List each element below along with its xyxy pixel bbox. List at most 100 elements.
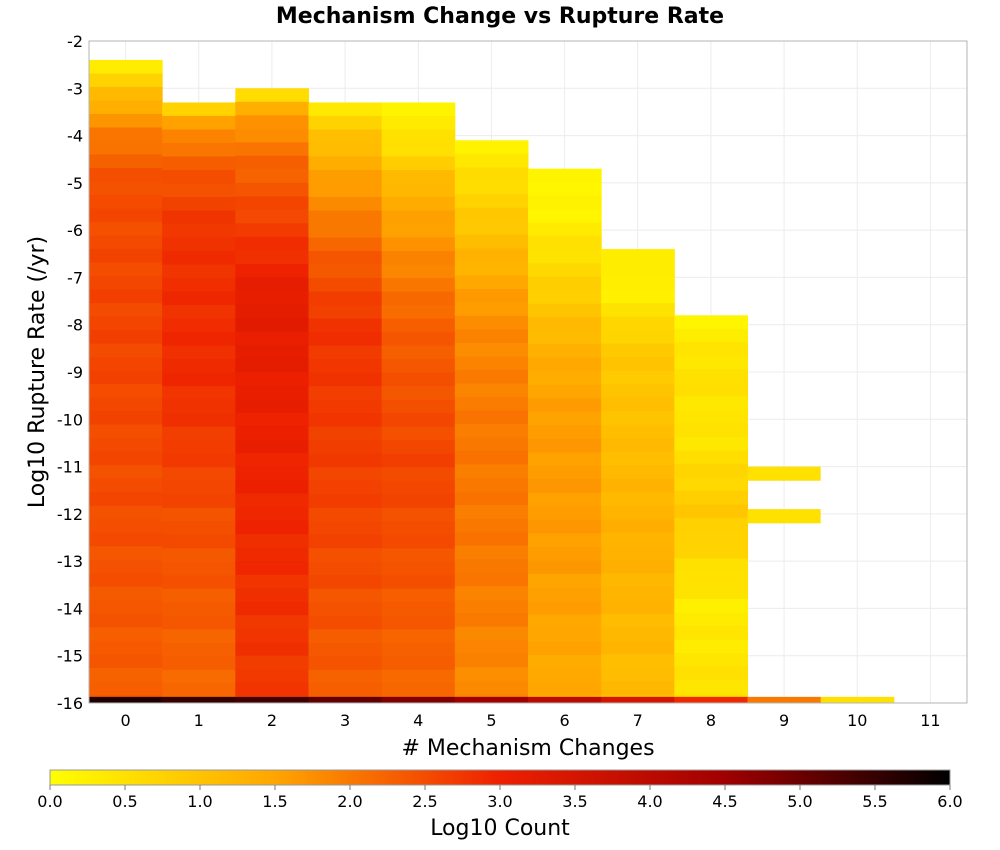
heatmap-cell bbox=[308, 210, 383, 225]
heatmap-cell bbox=[162, 602, 236, 617]
heatmap-cell bbox=[454, 180, 529, 195]
heatmap-cell bbox=[601, 343, 675, 358]
heatmap-cell bbox=[454, 491, 529, 506]
heatmap-cell bbox=[601, 451, 675, 466]
heatmap-floor-cell bbox=[454, 696, 529, 703]
heatmap-cell bbox=[308, 251, 383, 266]
heatmap-cell bbox=[235, 561, 309, 576]
y-axis-title: Log10 Rupture Rate (/yr) bbox=[25, 236, 50, 508]
heatmap-cell bbox=[235, 169, 309, 184]
heatmap-cell bbox=[162, 453, 236, 468]
heatmap-cell bbox=[454, 424, 529, 439]
heatmap-cell bbox=[235, 250, 309, 265]
heatmap-cell bbox=[454, 288, 529, 303]
heatmap-cell bbox=[89, 586, 163, 601]
heatmap-cell bbox=[454, 410, 529, 425]
heatmap-cell bbox=[747, 509, 821, 524]
heatmap-cell bbox=[162, 615, 236, 630]
heatmap-cell bbox=[381, 467, 456, 482]
colorbar-tick-label: 6.0 bbox=[937, 792, 962, 811]
heatmap-cell bbox=[162, 183, 236, 198]
heatmap-cell bbox=[162, 143, 236, 158]
heatmap-cell bbox=[528, 168, 602, 183]
heatmap-cell bbox=[235, 358, 309, 373]
heatmap-cell bbox=[601, 492, 675, 507]
heatmap-cell bbox=[89, 613, 163, 628]
heatmap-cell bbox=[235, 277, 309, 292]
heatmap-cell bbox=[89, 519, 163, 534]
heatmap-cell bbox=[528, 600, 602, 615]
heatmap-cell bbox=[381, 440, 456, 455]
heatmap-cell bbox=[454, 167, 529, 182]
heatmap-cell bbox=[528, 371, 602, 386]
y-tick-label: -5 bbox=[67, 174, 83, 193]
heatmap-cell bbox=[308, 656, 383, 671]
heatmap-cell bbox=[381, 251, 456, 266]
heatmap-cell bbox=[162, 237, 236, 252]
heatmap-cell bbox=[454, 478, 529, 493]
heatmap-cell bbox=[528, 317, 602, 332]
heatmap-cell bbox=[162, 440, 236, 455]
heatmap-floor-cell bbox=[820, 696, 895, 703]
heatmap-cell bbox=[528, 195, 602, 210]
heatmap-cell bbox=[381, 305, 456, 320]
heatmap-cell bbox=[308, 224, 383, 239]
heatmap-cell bbox=[454, 451, 529, 466]
colorbar-tick-label: 3.0 bbox=[487, 792, 512, 811]
heatmap-cell bbox=[162, 467, 236, 482]
y-tick-label: -7 bbox=[67, 268, 83, 287]
heatmap-cell bbox=[454, 261, 529, 276]
heatmap-cell bbox=[308, 129, 383, 144]
heatmap-cell bbox=[381, 629, 456, 644]
heatmap-cell bbox=[235, 209, 309, 224]
heatmap-cell bbox=[381, 426, 456, 441]
heatmap-cell bbox=[89, 249, 163, 264]
heatmap-cell bbox=[454, 694, 529, 698]
heatmap-cell bbox=[601, 505, 675, 520]
heatmap-cell bbox=[381, 615, 456, 630]
heatmap-cell bbox=[601, 357, 675, 372]
heatmap-cell bbox=[89, 262, 163, 277]
heatmap-cell bbox=[235, 439, 309, 454]
heatmap-cell bbox=[89, 559, 163, 574]
heatmap-cell bbox=[601, 654, 675, 669]
heatmap-cell bbox=[235, 142, 309, 157]
heatmap-cell bbox=[381, 156, 456, 171]
heatmap-cell bbox=[528, 614, 602, 629]
heatmap-cell bbox=[454, 153, 529, 168]
heatmap-cell bbox=[89, 222, 163, 237]
heatmap-cell bbox=[454, 275, 529, 290]
heatmap-cell bbox=[381, 210, 456, 225]
heatmap-cell bbox=[674, 396, 748, 411]
heatmap-cell bbox=[528, 236, 602, 251]
y-tick-label: -10 bbox=[57, 410, 83, 429]
heatmap-cell bbox=[454, 559, 529, 574]
heatmap-cell bbox=[235, 101, 309, 116]
heatmap-cell bbox=[308, 372, 383, 387]
heatmap-cell bbox=[162, 305, 236, 320]
y-tick-label: -16 bbox=[57, 694, 83, 713]
heatmap-cell bbox=[454, 396, 529, 411]
heatmap-cell bbox=[89, 424, 163, 439]
heatmap-cell bbox=[454, 315, 529, 330]
heatmap-cell bbox=[381, 669, 456, 684]
heatmap-cell bbox=[381, 345, 456, 360]
heatmap-cell bbox=[381, 332, 456, 347]
heatmap-cell bbox=[528, 452, 602, 467]
heatmap-cell bbox=[454, 302, 529, 317]
heatmap-cell bbox=[674, 328, 748, 343]
heatmap-cell bbox=[308, 575, 383, 590]
heatmap-cell bbox=[235, 534, 309, 549]
heatmap-cell bbox=[674, 463, 748, 478]
heatmap-cell bbox=[528, 519, 602, 534]
heatmap-cell bbox=[601, 424, 675, 439]
heatmap-cell bbox=[528, 682, 602, 697]
heatmap-cell bbox=[235, 88, 309, 103]
heatmap-cell bbox=[89, 181, 163, 196]
heatmap-cell bbox=[601, 316, 675, 331]
y-axis-ticks: -2 -3 -4 -5 -6 -7 -8 -9 -10 -11 -12 -13 -14 -15 -16 bbox=[57, 32, 83, 713]
heatmap-cell bbox=[235, 507, 309, 522]
heatmap-cell bbox=[308, 669, 383, 684]
colorbar-tick-label: 0.0 bbox=[37, 792, 62, 811]
heatmap-cell bbox=[162, 656, 236, 671]
